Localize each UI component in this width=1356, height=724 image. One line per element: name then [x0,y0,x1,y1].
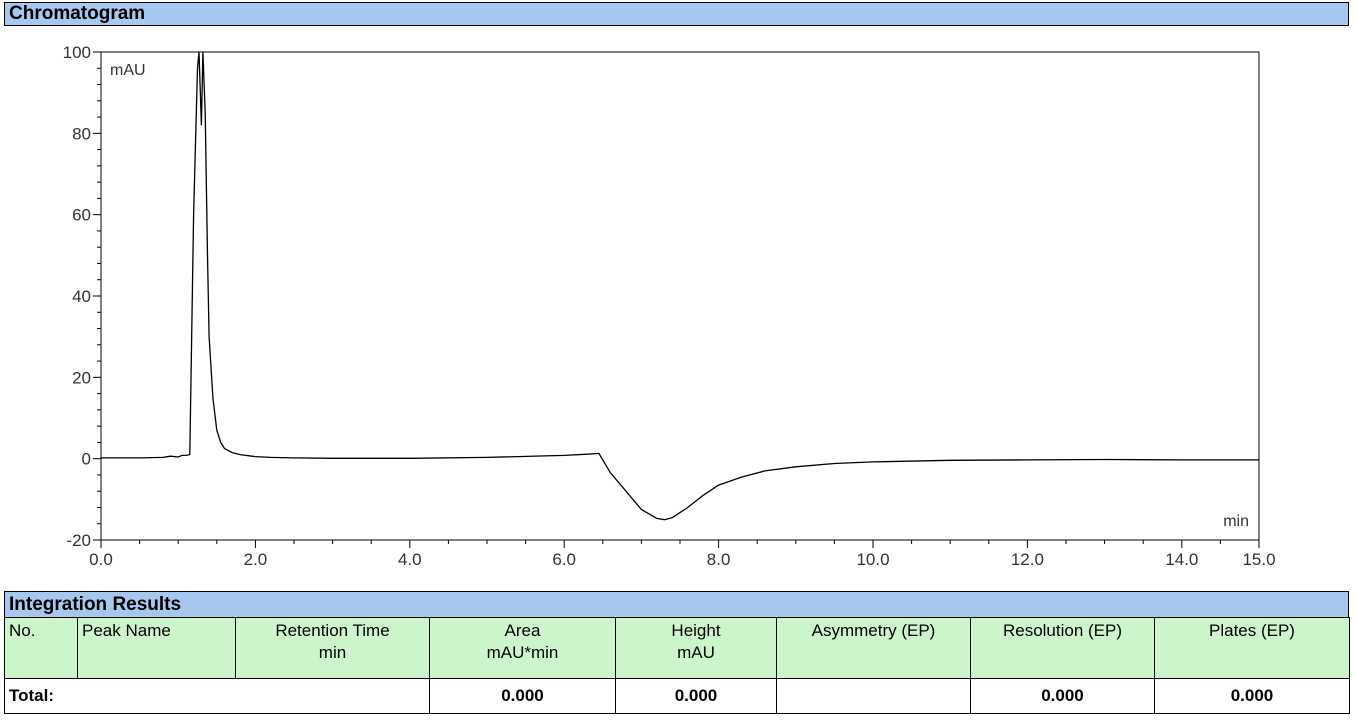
x-tick-label: 0.0 [89,550,113,569]
y-tick-label: 60 [72,206,91,225]
y-tick-label: 100 [63,43,91,62]
total-area: 0.000 [429,678,616,714]
x-tick-label: 6.0 [552,550,576,569]
chromatogram-header: Chromatogram [4,2,1349,26]
col-header-no: No. [4,617,78,679]
integration-results-table: No. Peak Name Retention Time min Area mA… [4,617,1350,714]
total-resolution: 0.000 [970,678,1155,714]
col-header-plates: Plates (EP) [1154,617,1350,679]
y-axis: -20 0 20 40 60 80 100 [63,43,101,550]
x-axis: 0.0 2.0 4.0 6.0 8.0 10.0 12.0 14.0 15.0 [89,540,1276,569]
x-tick-label: 15.0 [1242,550,1275,569]
col-header-area: Area mAU*min [429,617,616,679]
x-tick-label: 2.0 [244,550,268,569]
total-plates: 0.000 [1154,678,1350,714]
y-tick-label: 0 [82,450,91,469]
col-header-height: Height mAU [615,617,777,679]
col-header-retention-time: Retention Time min [235,617,430,679]
table-header-row: No. Peak Name Retention Time min Area mA… [4,617,1350,679]
y-tick-label: 80 [72,124,91,143]
x-tick-label: 8.0 [707,550,731,569]
x-tick-label: 10.0 [856,550,889,569]
chromatogram-svg: -20 0 20 40 60 80 100 0.0 2.0 4.0 6.0 8.0 10.0 12.0 1… [63,43,1276,569]
col-header-asymmetry: Asymmetry (EP) [776,617,971,679]
x-tick-label: 4.0 [398,550,422,569]
y-tick-label: 20 [72,368,91,387]
x-tick-label: 14.0 [1165,550,1198,569]
y-tick-label: 40 [72,287,91,306]
col-header-peak-name: Peak Name [77,617,236,679]
total-label: Total: [4,678,430,714]
x-axis-unit-label: min [1223,513,1249,530]
chromatogram-trace [101,51,1259,521]
total-row: Total: 0.000 0.000 0.000 0.000 [4,678,1350,714]
total-asymmetry [776,678,971,714]
col-header-resolution: Resolution (EP) [970,617,1155,679]
y-axis-unit-label: mAU [110,62,146,79]
integration-results-title: Integration Results [9,594,182,615]
integration-results-header: Integration Results [4,591,1349,618]
total-height: 0.000 [615,678,777,714]
plot-frame [100,51,1260,541]
y-tick-label: -20 [66,531,91,550]
x-tick-label: 12.0 [1011,550,1044,569]
chromatogram-title: Chromatogram [9,3,146,24]
chromatogram-chart: -20 0 20 40 60 80 100 0.0 2.0 4.0 6.0 8.0 10.0 12.0 1… [0,28,1356,588]
